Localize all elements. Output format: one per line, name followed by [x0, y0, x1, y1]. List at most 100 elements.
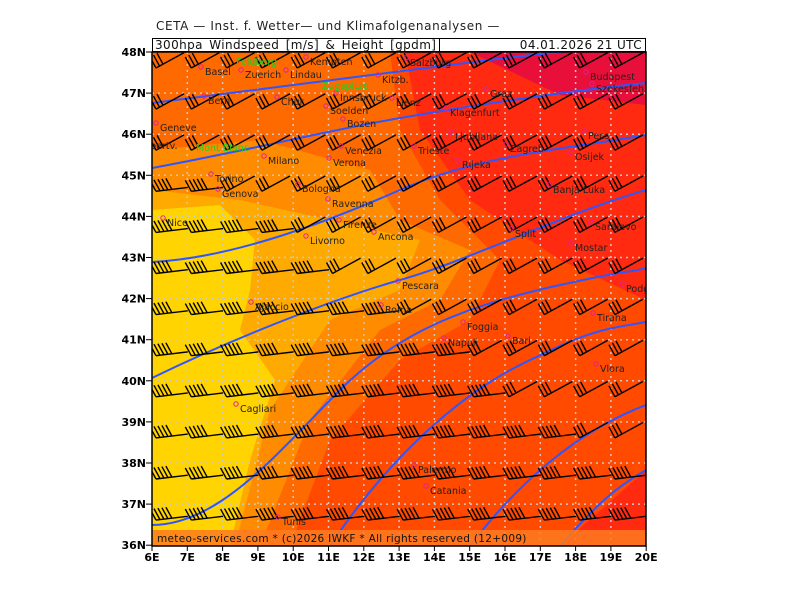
wind-barb: [572, 257, 609, 275]
wind-barb: [502, 175, 538, 192]
city-label: Napoli: [448, 338, 478, 349]
wind-barb: [537, 52, 573, 69]
wind-barb: [537, 339, 573, 357]
wind-barb: [219, 301, 259, 316]
wind-barb: [255, 383, 294, 398]
wind-barb: [502, 216, 538, 234]
wind-barb: [396, 383, 435, 398]
wind-barb: [255, 52, 291, 69]
wind-barb: [219, 342, 259, 357]
lon-label: 7E: [180, 551, 195, 564]
city-marker: [160, 215, 166, 221]
wind-barb: [572, 506, 612, 521]
city-label: Venezia: [345, 146, 382, 157]
wind-barb: [537, 216, 573, 234]
wind-barb: [290, 93, 326, 110]
city-marker: [460, 319, 466, 325]
city-marker: [455, 157, 461, 163]
city-label: Bologna: [302, 184, 341, 195]
footer-band: [152, 530, 646, 546]
lat-label: 38N: [121, 457, 146, 470]
lon-label: 18E: [564, 551, 587, 564]
wind-barb: [467, 93, 503, 110]
wind-barb: [361, 424, 400, 439]
lon-label: 6E: [144, 551, 159, 564]
wind-barb: [467, 424, 506, 439]
city-marker: [201, 93, 207, 99]
wind-barb: [361, 506, 400, 521]
wind-barb: [608, 134, 644, 151]
wind-barb: [431, 342, 471, 357]
city-label: Firenze: [343, 220, 377, 231]
wind-barb: [290, 134, 326, 151]
wind-barb: [537, 298, 573, 316]
map-axes: 48N 47N 46N 45N 44N 43N 42N 41N 40N 39N 38N 37N 36N6…: [121, 46, 657, 564]
wind-barb: [152, 219, 188, 234]
wind-barb: [572, 216, 609, 234]
wind-barb: [431, 257, 467, 275]
wind-barb: [502, 506, 541, 521]
city-label: Torino: [214, 174, 244, 185]
city-marker: [403, 55, 409, 61]
lat-label: 44N: [121, 210, 146, 223]
city-marker: [303, 233, 309, 239]
city-label: Zuerich: [245, 70, 281, 81]
wind-barb: [255, 506, 294, 521]
city-marker: [340, 116, 346, 122]
band-7: [152, 205, 275, 546]
city-label: Bari: [512, 336, 531, 347]
wind-barb: [608, 421, 644, 439]
wind-barb: [396, 93, 432, 110]
lat-label: 48N: [121, 46, 146, 59]
city-label: Ajaccio: [255, 302, 289, 313]
wind-barb: [219, 52, 256, 69]
city-marker: [448, 129, 454, 135]
city-marker: [389, 95, 395, 101]
wind-barb: [572, 421, 609, 439]
city-marker: [395, 278, 401, 284]
wind-barb: [608, 216, 644, 234]
wind-barb: [572, 380, 609, 398]
wind-barb: [184, 178, 224, 192]
wind-barb: [325, 175, 361, 192]
city-marker: [583, 69, 589, 75]
wind-barb: [572, 52, 609, 69]
wind-barb: [537, 506, 577, 521]
lat-label: 36N: [121, 539, 146, 552]
wind-barb: [502, 424, 541, 439]
wind-barb: [502, 93, 538, 110]
wind-barb: [255, 93, 291, 110]
wind-barb: [184, 93, 220, 110]
wind-barb: [537, 424, 577, 439]
wind-barb: [537, 93, 573, 110]
city-label: Kempten: [310, 57, 352, 68]
city-marker: [323, 103, 329, 109]
lon-label: 17E: [529, 551, 552, 564]
city-marker: [261, 153, 267, 159]
city-marker: [275, 514, 281, 520]
city-label: Tirana: [596, 313, 627, 324]
wind-barb: [219, 424, 259, 439]
wind-barb: [255, 175, 291, 192]
lat-label: 40N: [121, 375, 146, 388]
wind-barb: [608, 93, 644, 110]
city-label: Albertv.: [141, 141, 178, 152]
city-label: Innsbruck: [340, 93, 387, 104]
wind-barb: [290, 342, 330, 357]
wind-barb: [152, 134, 185, 151]
city-marker: [283, 67, 289, 73]
wind-barb: [219, 465, 259, 480]
wind-barb: [396, 257, 432, 275]
city-marker: [443, 105, 449, 111]
city-marker: [619, 281, 625, 287]
wind-barb: [152, 465, 188, 480]
wind-barb: [467, 257, 503, 275]
wind-barb: [467, 216, 503, 234]
wind-barb: [325, 216, 361, 234]
wind-barb: [255, 260, 294, 275]
contour-line: [469, 404, 646, 546]
city-label: Graz: [490, 89, 512, 100]
wind-barb: [361, 52, 397, 69]
city-marker: [238, 67, 244, 73]
